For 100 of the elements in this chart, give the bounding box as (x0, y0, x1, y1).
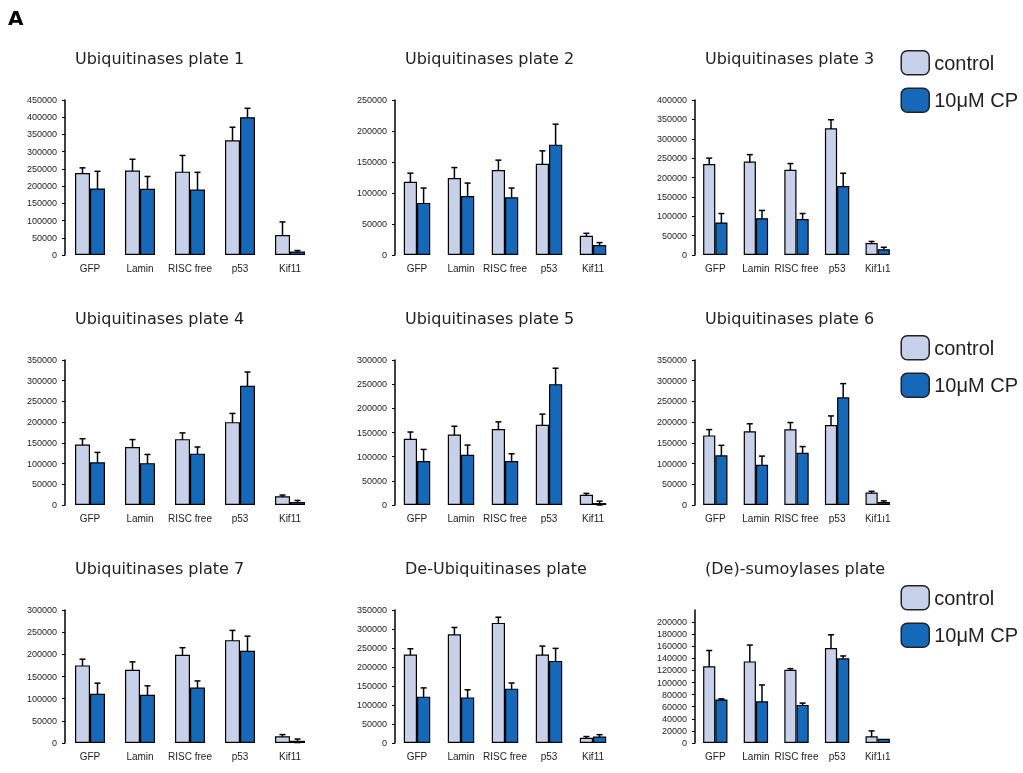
y-tick-label: 350000 (656, 114, 687, 125)
y-tick-label: 250000 (356, 643, 387, 653)
x-tick-label: GFP (406, 512, 428, 524)
x-tick-label: GFP (406, 262, 428, 274)
y-tick-label: 0 (381, 250, 387, 260)
x-tick-label: Lamin (447, 262, 475, 274)
x-tick-label: Lamin (126, 750, 154, 762)
y-tick-label: 300000 (656, 375, 687, 386)
x-tick-label: Lamin (126, 512, 154, 524)
y-tick-label: 150000 (26, 437, 57, 448)
x-tick-label: Lamin (447, 512, 475, 524)
x-tick-label: p53 (231, 262, 249, 274)
y-tick-label: 0 (681, 738, 687, 748)
y-tick-label: 450000 (26, 95, 57, 105)
y-tick-label: 0 (381, 738, 387, 748)
y-tick-label: 50000 (31, 479, 57, 490)
y-tick-label: 50000 (31, 715, 57, 726)
y-tick-label: 200000 (356, 126, 387, 136)
x-tick-label: p53 (540, 750, 558, 762)
x-tick-label: Kif11 (278, 750, 302, 762)
y-tick-label: 350000 (656, 355, 687, 365)
y-tick-label: 60000 (661, 701, 687, 712)
y-tick-label: 200000 (26, 417, 57, 428)
chart-title: Ubiquitinases plate 2 (405, 48, 575, 68)
x-tick-label: RISC free (774, 512, 819, 524)
x-tick-label: p53 (231, 750, 249, 762)
y-tick-label: 300000 (656, 133, 687, 144)
x-tick-label: p53 (540, 512, 558, 524)
y-tick-label: 250000 (26, 163, 57, 174)
y-tick-label: 20000 (661, 725, 687, 736)
legend-label: 10μM CP (934, 624, 1019, 647)
y-tick-label: 300000 (26, 146, 57, 157)
x-tick-label: Kif1ı1 (864, 262, 891, 274)
legend-label: control (934, 51, 995, 74)
y-tick-label: 50000 (661, 479, 687, 490)
x-tick-label: Kif1ı1 (864, 750, 891, 762)
x-tick-label: Kif1ı1 (864, 512, 891, 524)
chart-title: Ubiquitinases plate 1 (75, 48, 245, 68)
chart-title: Ubiquitinases plate 5 (405, 308, 575, 328)
x-tick-label: Lamin (742, 262, 770, 274)
y-tick-label: 0 (51, 500, 57, 510)
y-tick-label: 100000 (356, 188, 387, 198)
y-tick-label: 100000 (26, 458, 57, 469)
x-tick-label: Kif11 (278, 262, 302, 274)
y-tick-label: 150000 (356, 681, 387, 691)
x-tick-label: GFP (79, 512, 101, 524)
legend-label: control (934, 586, 995, 609)
y-tick-label: 50000 (31, 232, 57, 243)
y-tick-label: 100000 (656, 458, 687, 469)
y-tick-label: 0 (681, 250, 687, 260)
x-tick-label: RISC free (774, 750, 819, 762)
y-tick-label: 200000 (356, 662, 387, 672)
x-tick-label: p53 (828, 750, 846, 762)
x-tick-label: RISC free (483, 262, 528, 274)
y-tick-label: 200000 (656, 617, 687, 628)
y-tick-label: 150000 (26, 198, 57, 209)
x-tick-label: p53 (540, 262, 558, 274)
y-tick-label: 200000 (656, 172, 687, 183)
y-tick-label: 300000 (356, 624, 387, 634)
y-tick-label: 140000 (656, 653, 687, 664)
y-tick-label: 300000 (356, 355, 387, 365)
x-tick-label: Lamin (447, 750, 475, 762)
chart-title: De-Ubiquitinases plate (405, 558, 587, 578)
x-tick-label: RISC free (168, 512, 213, 524)
chart-title: Ubiquitinases plate 6 (705, 308, 875, 328)
y-tick-label: 200000 (356, 403, 387, 414)
x-tick-label: GFP (79, 750, 101, 762)
y-tick-label: 150000 (356, 157, 387, 167)
x-tick-label: Kif11 (278, 512, 302, 524)
chart-title: (De)-sumoylases plate (705, 558, 886, 578)
y-tick-label: 150000 (656, 191, 687, 202)
y-tick-label: 80000 (661, 689, 687, 700)
y-tick-label: 0 (381, 500, 387, 510)
chart-title: Ubiquitinases plate 4 (75, 308, 245, 328)
y-tick-label: 0 (51, 738, 57, 748)
y-tick-label: 400000 (656, 95, 687, 105)
y-tick-label: 50000 (361, 719, 387, 729)
y-tick-label: 100000 (26, 693, 57, 704)
y-tick-label: 150000 (356, 427, 387, 438)
legend-label: 10μM CP (934, 89, 1019, 112)
x-tick-label: GFP (705, 262, 726, 274)
y-tick-label: 250000 (26, 627, 57, 638)
y-tick-label: 150000 (26, 671, 57, 682)
x-tick-label: p53 (828, 512, 846, 524)
x-tick-label: RISC free (168, 262, 213, 274)
x-tick-label: Lamin (742, 512, 770, 524)
y-tick-label: 300000 (26, 605, 57, 615)
y-tick-label: 250000 (356, 95, 387, 105)
y-tick-label: 150000 (656, 437, 687, 448)
y-tick-label: 40000 (661, 713, 687, 724)
y-tick-label: 50000 (361, 219, 387, 229)
x-tick-label: GFP (406, 750, 428, 762)
y-tick-label: 350000 (356, 605, 387, 615)
y-tick-label: 250000 (656, 153, 687, 164)
y-tick-label: 100000 (656, 677, 687, 688)
y-tick-label: 200000 (656, 417, 687, 428)
y-tick-label: 0 (51, 250, 57, 260)
y-tick-label: 100000 (356, 451, 387, 462)
chart-title: Ubiquitinases plate 3 (705, 48, 875, 68)
y-tick-label: 180000 (656, 629, 687, 640)
